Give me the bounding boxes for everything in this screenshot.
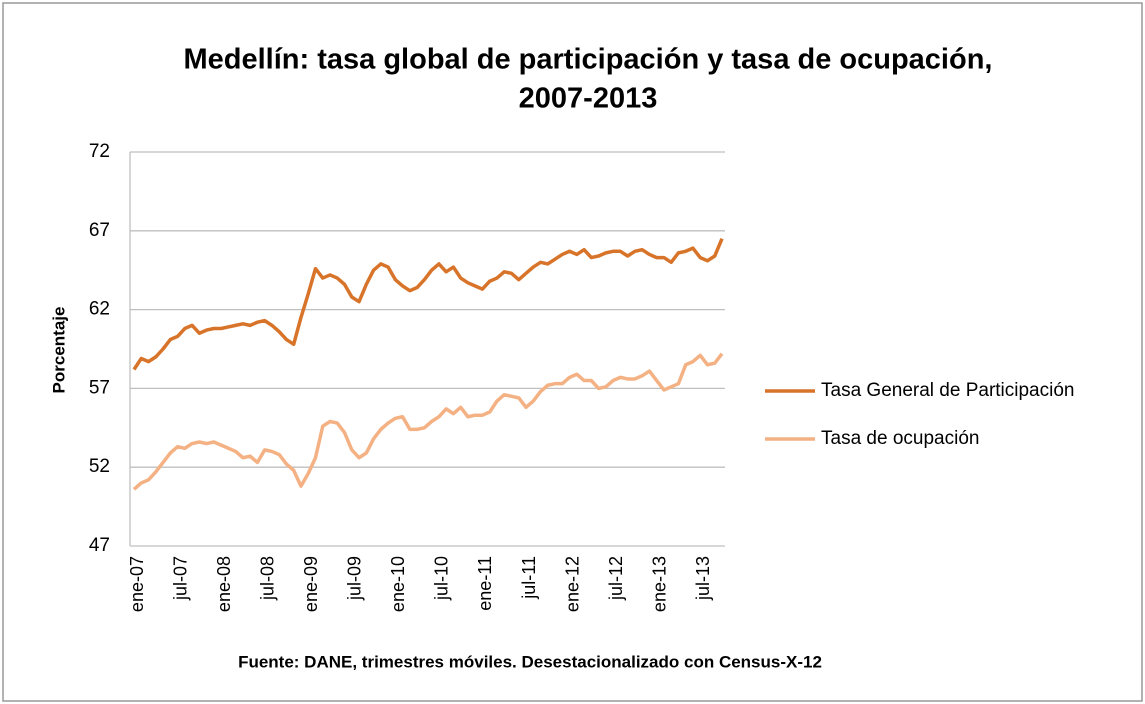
chart-title: Medellín: tasa global de participación y…: [184, 44, 993, 76]
y-tick-label: 72: [89, 141, 110, 162]
y-tick-label: 47: [89, 535, 110, 556]
x-tick-label: ene-13: [649, 556, 669, 612]
x-tick-label: ene-08: [214, 556, 234, 612]
chart-title: 2007-2013: [519, 83, 658, 115]
x-tick-label: jul-11: [519, 556, 539, 600]
x-tick-label: jul-10: [432, 556, 452, 601]
y-tick-label: 67: [89, 220, 110, 241]
x-tick-label: jul-08: [257, 556, 277, 601]
legend-label: Tasa General de Participación: [821, 380, 1074, 401]
x-tick-label: jul-13: [693, 556, 713, 601]
y-tick-label: 52: [89, 456, 110, 477]
y-tick-label: 57: [89, 377, 110, 398]
x-tick-label: ene-10: [388, 556, 408, 612]
x-tick-label: ene-07: [127, 556, 147, 612]
legend-label: Tasa de ocupación: [821, 428, 979, 449]
x-tick-label: ene-12: [562, 556, 582, 612]
y-tick-label: 62: [89, 299, 110, 320]
x-tick-label: jul-07: [170, 556, 190, 601]
x-tick-label: ene-11: [475, 556, 495, 611]
y-axis-label: Porcentaje: [49, 307, 68, 394]
series-line: [132, 238, 724, 371]
x-tick-label: jul-09: [345, 556, 365, 601]
x-tick-label: jul-12: [606, 556, 626, 601]
source-note: Fuente: DANE, trimestres móviles. Desest…: [238, 652, 822, 671]
x-tick-label: ene-09: [301, 556, 321, 612]
series-line: [132, 352, 724, 491]
